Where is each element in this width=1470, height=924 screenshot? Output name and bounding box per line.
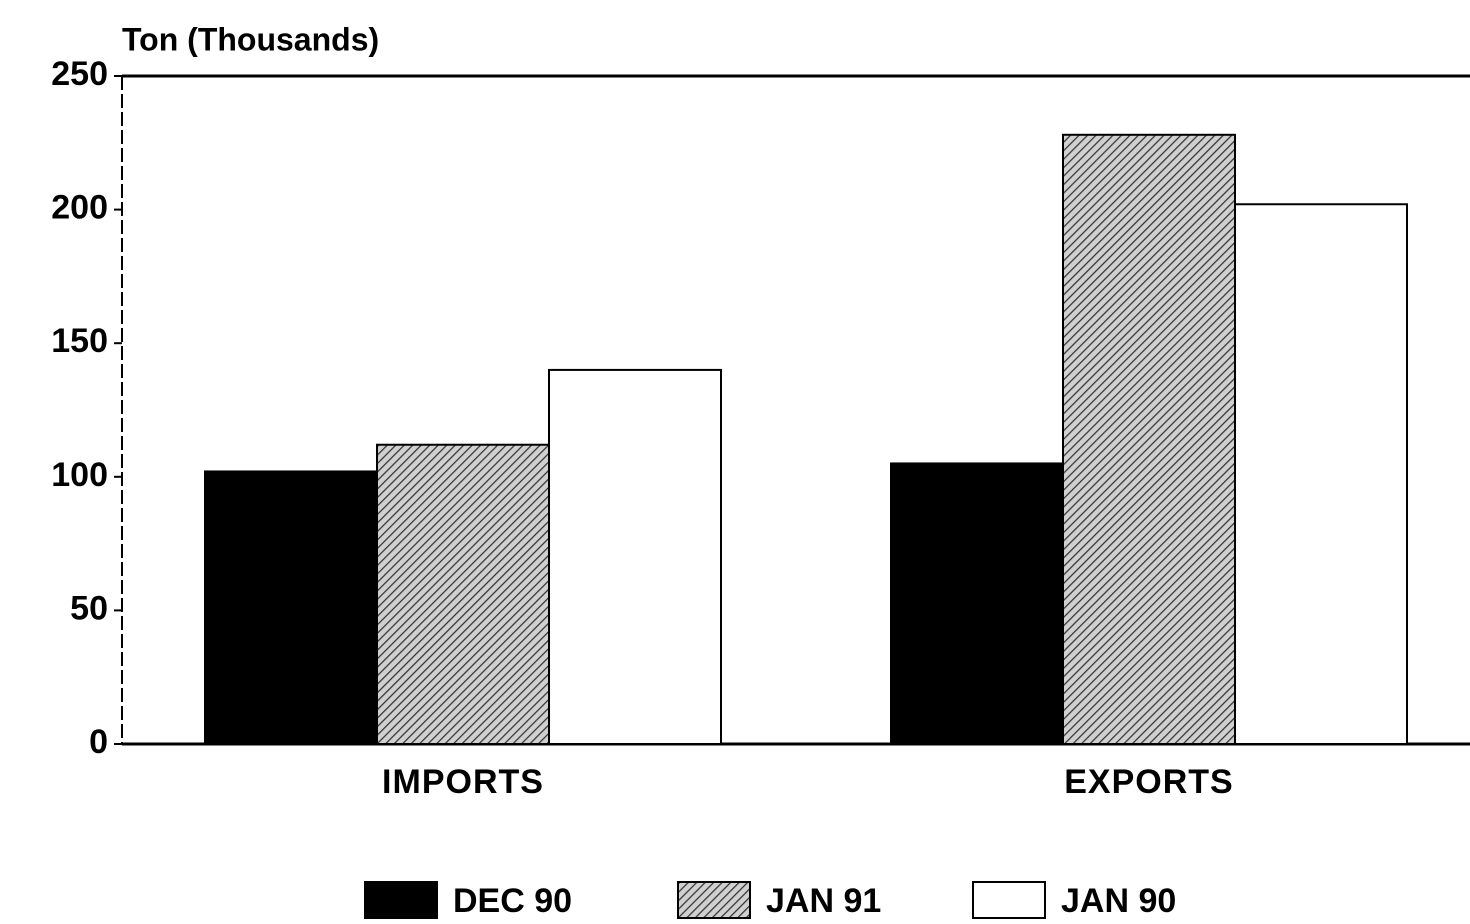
bar bbox=[376, 443, 550, 745]
bar bbox=[1234, 203, 1408, 746]
legend-swatch bbox=[677, 881, 751, 919]
y-axis-label: Ton (Thousands) bbox=[122, 21, 379, 57]
x-tick-label: IMPORTS bbox=[382, 763, 544, 801]
bar bbox=[890, 462, 1064, 745]
legend-label: JAN 91 bbox=[766, 882, 881, 920]
bar bbox=[204, 470, 378, 745]
legend-label: DEC 90 bbox=[453, 882, 572, 920]
legend-swatch bbox=[972, 881, 1046, 919]
bar bbox=[1062, 133, 1236, 745]
x-tick-label: EXPORTS bbox=[1064, 763, 1233, 801]
legend-label: JAN 90 bbox=[1061, 882, 1176, 920]
y-tick-label: 250 bbox=[51, 55, 108, 93]
y-tick-label: 50 bbox=[70, 589, 108, 627]
y-tick-label: 200 bbox=[51, 189, 108, 227]
y-tick-label: 150 bbox=[51, 322, 108, 360]
legend-swatch bbox=[364, 881, 438, 919]
y-tick-label: 100 bbox=[51, 456, 108, 494]
bar bbox=[548, 368, 722, 745]
y-tick-label: 0 bbox=[89, 723, 108, 761]
